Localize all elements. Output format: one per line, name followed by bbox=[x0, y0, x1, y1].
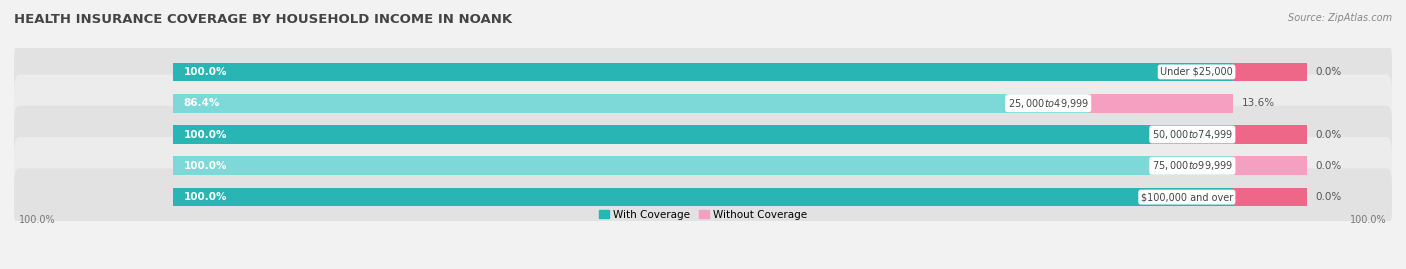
FancyBboxPatch shape bbox=[14, 168, 1392, 226]
Bar bbox=[173, 188, 1233, 207]
Bar bbox=[1088, 94, 1233, 113]
FancyBboxPatch shape bbox=[14, 137, 1392, 194]
Text: 100.0%: 100.0% bbox=[184, 161, 228, 171]
Text: 0.0%: 0.0% bbox=[1316, 161, 1341, 171]
FancyBboxPatch shape bbox=[14, 43, 1392, 101]
Text: $25,000 to $49,999: $25,000 to $49,999 bbox=[1008, 97, 1088, 110]
Text: 100.0%: 100.0% bbox=[184, 192, 228, 202]
Bar bbox=[1233, 156, 1308, 175]
Bar bbox=[1233, 125, 1308, 144]
Legend: With Coverage, Without Coverage: With Coverage, Without Coverage bbox=[595, 206, 811, 224]
FancyBboxPatch shape bbox=[14, 106, 1392, 163]
Bar bbox=[1233, 62, 1308, 81]
Text: Source: ZipAtlas.com: Source: ZipAtlas.com bbox=[1288, 13, 1392, 23]
Text: 0.0%: 0.0% bbox=[1316, 67, 1341, 77]
Text: 100.0%: 100.0% bbox=[20, 215, 56, 225]
Text: $100,000 and over: $100,000 and over bbox=[1140, 192, 1233, 202]
Bar bbox=[1233, 188, 1308, 207]
Text: Under $25,000: Under $25,000 bbox=[1160, 67, 1233, 77]
Text: 100.0%: 100.0% bbox=[1350, 215, 1386, 225]
Bar bbox=[173, 125, 1233, 144]
Text: 100.0%: 100.0% bbox=[184, 129, 228, 140]
Text: $75,000 to $99,999: $75,000 to $99,999 bbox=[1152, 159, 1233, 172]
Text: 100.0%: 100.0% bbox=[184, 67, 228, 77]
Text: 0.0%: 0.0% bbox=[1316, 192, 1341, 202]
Text: HEALTH INSURANCE COVERAGE BY HOUSEHOLD INCOME IN NOANK: HEALTH INSURANCE COVERAGE BY HOUSEHOLD I… bbox=[14, 13, 512, 26]
Bar bbox=[173, 156, 1233, 175]
Bar bbox=[173, 62, 1233, 81]
Text: $50,000 to $74,999: $50,000 to $74,999 bbox=[1152, 128, 1233, 141]
FancyBboxPatch shape bbox=[14, 75, 1392, 132]
Text: 86.4%: 86.4% bbox=[184, 98, 219, 108]
Text: 0.0%: 0.0% bbox=[1316, 129, 1341, 140]
Text: 13.6%: 13.6% bbox=[1241, 98, 1275, 108]
Bar bbox=[173, 94, 1088, 113]
